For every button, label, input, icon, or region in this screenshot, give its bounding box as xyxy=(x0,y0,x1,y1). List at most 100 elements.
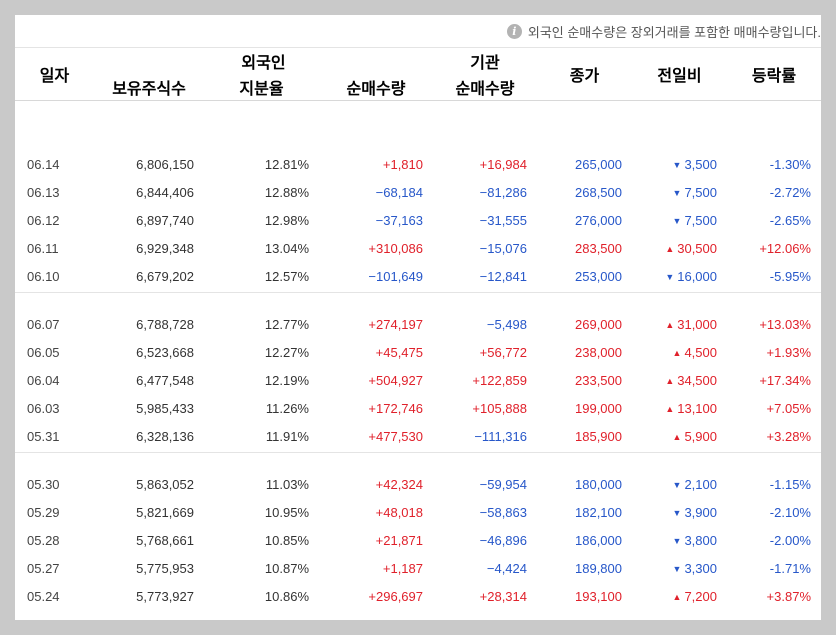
change-value: 3,300 xyxy=(684,560,717,576)
header-change: 전일비 xyxy=(657,68,702,85)
foreign-net-cell: +172,746 xyxy=(368,400,423,416)
change-cell: ▼ 3,500 xyxy=(632,157,727,172)
change-value: 5,900 xyxy=(684,428,717,444)
close-cell: 269,000 xyxy=(575,316,622,332)
rate-cell: +3.28% xyxy=(766,428,811,444)
share-cell: 11.03% xyxy=(265,476,309,492)
share-cell: 12.57% xyxy=(264,268,309,284)
header-inst-net: 순매수량 xyxy=(455,81,515,98)
share-cell: 10.85% xyxy=(264,532,309,548)
share-cell: 13.04% xyxy=(264,240,309,256)
change-cell: ▲ 34,500 xyxy=(632,373,727,388)
holdings-cell: 6,929,348 xyxy=(136,240,194,256)
inst-net-cell: −46,896 xyxy=(479,532,527,548)
foreign-net-cell: −101,649 xyxy=(368,268,423,284)
share-cell: 11.26% xyxy=(265,400,309,416)
notice-text: 외국인 순매수량은 장외거래를 포함한 매매수량입니다. xyxy=(527,24,821,40)
inst-net-cell: −58,863 xyxy=(479,504,527,520)
rate-cell: +7.05% xyxy=(766,400,811,416)
triangle-down-icon: ▼ xyxy=(665,271,675,282)
close-cell: 276,000 xyxy=(575,212,622,228)
table-row: 06.04 6,477,548 12.19% +504,927 +122,859 233,… xyxy=(15,366,821,394)
inst-net-cell: −4,424 xyxy=(486,560,527,576)
rate-cell: -2.10% xyxy=(769,504,811,520)
date-cell: 06.12 xyxy=(27,212,60,228)
date-cell: 05.24 xyxy=(27,588,60,604)
holdings-cell: 5,775,953 xyxy=(136,560,194,576)
triangle-down-icon: ▼ xyxy=(672,479,682,490)
change-cell: ▼ 16,000 xyxy=(632,269,727,284)
triangle-down-icon: ▼ xyxy=(672,507,682,518)
share-cell: 10.86% xyxy=(264,588,309,604)
inst-net-cell: −15,076 xyxy=(479,240,527,256)
holdings-cell: 6,788,728 xyxy=(136,316,194,332)
table-row: 06.11 6,929,348 13.04% +310,086 −15,076 283,5… xyxy=(15,234,821,262)
foreign-net-cell: +1,810 xyxy=(382,156,423,172)
date-cell: 06.03 xyxy=(27,400,60,416)
table-row: 05.24 5,773,927 10.86% +296,697 +28,314 193,1… xyxy=(15,582,821,610)
table-row: 06.12 6,897,740 12.98% −37,163 −31,555 276,00… xyxy=(15,206,821,234)
table-body: 06.14 6,806,150 12.81% +1,810 +16,984 265,000… xyxy=(15,136,821,612)
change-cell: ▼ 7,500 xyxy=(632,213,727,228)
change-value: 13,100 xyxy=(677,400,717,416)
change-cell: ▲ 7,200 xyxy=(632,589,727,604)
change-value: 2,100 xyxy=(684,476,717,492)
close-cell: 189,800 xyxy=(575,560,622,576)
close-cell: 182,100 xyxy=(575,504,622,520)
triangle-down-icon: ▼ xyxy=(672,215,682,226)
date-cell: 06.10 xyxy=(27,268,60,284)
close-cell: 180,000 xyxy=(575,476,622,492)
foreign-net-cell: +21,871 xyxy=(375,532,423,548)
rate-cell: -1.71% xyxy=(769,560,811,576)
triangle-up-icon: ▲ xyxy=(672,347,682,358)
holdings-cell: 5,821,669 xyxy=(136,504,194,520)
close-cell: 185,900 xyxy=(575,428,622,444)
change-cell: ▼ 7,500 xyxy=(632,185,727,200)
header-holdings: 보유주식수 xyxy=(112,81,186,98)
share-cell: 12.27% xyxy=(264,344,309,360)
inst-net-cell: +105,888 xyxy=(472,400,527,416)
change-value: 16,000 xyxy=(677,268,717,284)
table-header: 일자 외국인 기관 종가 전일비 등락률 보유주식수 지분율 순매수량 순매수량 xyxy=(15,47,821,101)
header-rate: 등락률 xyxy=(751,68,797,85)
share-cell: 12.81% xyxy=(264,156,309,172)
holdings-cell: 5,773,927 xyxy=(136,588,194,604)
foreign-net-cell: +477,530 xyxy=(368,428,423,444)
holdings-cell: 6,679,202 xyxy=(136,268,194,284)
change-value: 7,500 xyxy=(684,184,717,200)
change-cell: ▲ 31,000 xyxy=(632,317,727,332)
holdings-cell: 6,477,548 xyxy=(136,372,194,388)
holdings-cell: 5,768,661 xyxy=(136,532,194,548)
change-value: 3,900 xyxy=(684,504,717,520)
change-cell: ▼ 3,900 xyxy=(632,505,727,520)
triangle-up-icon: ▲ xyxy=(665,243,675,254)
share-cell: 10.87% xyxy=(264,560,309,576)
foreign-net-cell: +274,197 xyxy=(368,316,423,332)
change-cell: ▲ 4,500 xyxy=(632,345,727,360)
date-cell: 05.29 xyxy=(27,504,60,520)
inst-net-cell: −111,316 xyxy=(474,428,527,444)
share-cell: 12.77% xyxy=(264,316,309,332)
change-cell: ▼ 2,100 xyxy=(632,477,727,492)
holdings-cell: 5,863,052 xyxy=(136,476,194,492)
table-row: 06.03 5,985,433 11.26% +172,746 +105,888 199,… xyxy=(15,394,821,422)
change-cell: ▲ 5,900 xyxy=(632,429,727,444)
triangle-up-icon: ▲ xyxy=(672,431,682,442)
header-institution: 기관 xyxy=(470,55,500,72)
change-value: 31,000 xyxy=(677,316,717,332)
change-value: 7,500 xyxy=(684,212,717,228)
header-foreign: 외국인 xyxy=(241,55,286,72)
change-cell: ▲ 13,100 xyxy=(632,401,727,416)
change-value: 34,500 xyxy=(677,372,717,388)
share-cell: 12.88% xyxy=(264,184,309,200)
close-cell: 253,000 xyxy=(575,268,622,284)
close-cell: 199,000 xyxy=(575,400,622,416)
foreign-net-cell: −37,163 xyxy=(375,212,423,228)
triangle-up-icon: ▲ xyxy=(665,319,675,330)
rate-cell: -2.00% xyxy=(769,532,811,548)
rate-cell: -1.30% xyxy=(769,156,811,172)
close-cell: 193,100 xyxy=(575,588,622,604)
share-cell: 11.91% xyxy=(265,428,309,444)
triangle-up-icon: ▲ xyxy=(672,591,682,602)
foreign-net-cell: +48,018 xyxy=(375,504,423,520)
